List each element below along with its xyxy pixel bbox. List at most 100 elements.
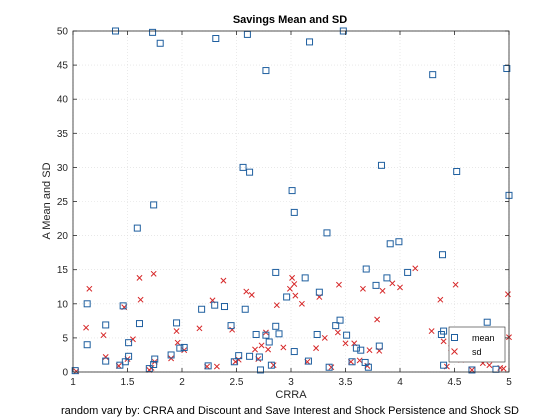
mean-point [265,338,273,346]
sd-point [265,346,272,353]
legend-sd-marker [451,348,458,355]
sd-point [220,277,227,284]
sd-point [374,316,381,323]
mean-point [453,167,461,175]
sd-point [428,328,435,335]
mean-point [246,352,254,360]
y-tick-label: 10 [57,299,69,310]
mean-point [198,305,206,313]
mean-point [343,331,351,339]
sd-point [286,285,293,292]
sd-point [452,281,459,288]
mean-point [377,161,385,169]
mean-point [375,342,383,350]
mean-point [404,268,412,276]
mean-point [255,353,263,361]
sd-point [412,265,419,272]
sd-point [379,287,386,294]
mean-point [352,344,360,352]
x-tick-label: 4.5 [448,377,462,388]
mean-point [135,320,143,328]
mean-point [272,322,280,330]
legend-sd-label: sd [472,347,482,357]
sd-point [280,344,287,351]
mean-point [252,330,260,338]
mean-point [256,366,264,374]
mean-point [243,30,251,38]
mean-point [83,300,91,308]
sd-point [359,285,366,292]
sd-point [328,364,335,371]
sd-point [173,328,180,335]
sd-point [174,339,181,346]
sd-point [292,292,299,299]
mean-point [362,265,370,273]
sd-point [504,291,511,298]
figure-caption: random vary by: CRRA and Discount and Sa… [61,405,519,417]
sd-point [437,296,444,303]
sd-point [397,284,403,291]
mean-point [149,28,157,36]
x-tick-label: 4 [397,377,403,388]
y-tick-label: 50 [57,27,69,38]
sd-point [196,325,203,332]
sd-point [100,332,107,339]
chart-title: Savings Mean and SD [233,14,347,26]
mean-point [230,358,238,366]
mean-point [283,293,291,301]
mean-point [150,201,158,209]
mean-point [439,251,447,259]
y-tick-label: 35 [57,129,69,140]
mean-point [262,331,270,339]
x-axis-label: CRRA [275,389,307,401]
sd-point [248,291,255,298]
sd-point [102,354,109,360]
sd-point [366,347,373,354]
mean-point [167,351,175,359]
y-tick-label: 20 [57,231,69,242]
sd-point [270,362,277,369]
y-tick-label: 5 [62,333,68,344]
mean-point [102,321,110,329]
mean-point [325,363,333,371]
mean-point [102,357,110,365]
x-tick-label: 5 [506,377,512,388]
mean-point [150,360,158,368]
mean-point [173,319,181,327]
sd-point [389,280,396,287]
x-tick-label: 2 [179,377,185,388]
y-tick-label: 15 [57,265,69,276]
mean-point [235,352,243,360]
sd-point [86,285,93,292]
mean-point [241,305,249,313]
x-tick-label: 3.5 [339,377,353,388]
mean-point [290,348,298,356]
mean-point [275,330,283,338]
sd-point [334,329,341,336]
mean-point [440,361,448,369]
x-tick-label: 3 [288,377,294,388]
y-tick-label: 40 [57,95,69,106]
sd-point [243,288,250,295]
mean-point [313,330,321,338]
legend-box [448,326,506,363]
tick-marks [72,30,510,373]
mean-point [221,303,229,311]
mean-point [336,316,344,324]
mean-point [145,365,153,373]
mean-point [364,363,372,371]
plot-area [71,27,513,375]
mean-point [156,39,164,47]
x-tick-label: 2.5 [230,377,244,388]
mean-point [357,346,365,354]
x-tick-labels: 1 1.5 2 2.5 3 3.5 4 4.5 5 [70,377,512,388]
sd-point [298,300,305,307]
legend: mean sd [448,326,506,363]
mean-point [180,343,188,351]
sd-point [137,296,144,303]
mean-point [212,35,220,43]
mean-point [315,288,323,296]
sd-point [136,274,143,281]
sd-point [213,363,220,370]
mean-point [304,357,312,365]
